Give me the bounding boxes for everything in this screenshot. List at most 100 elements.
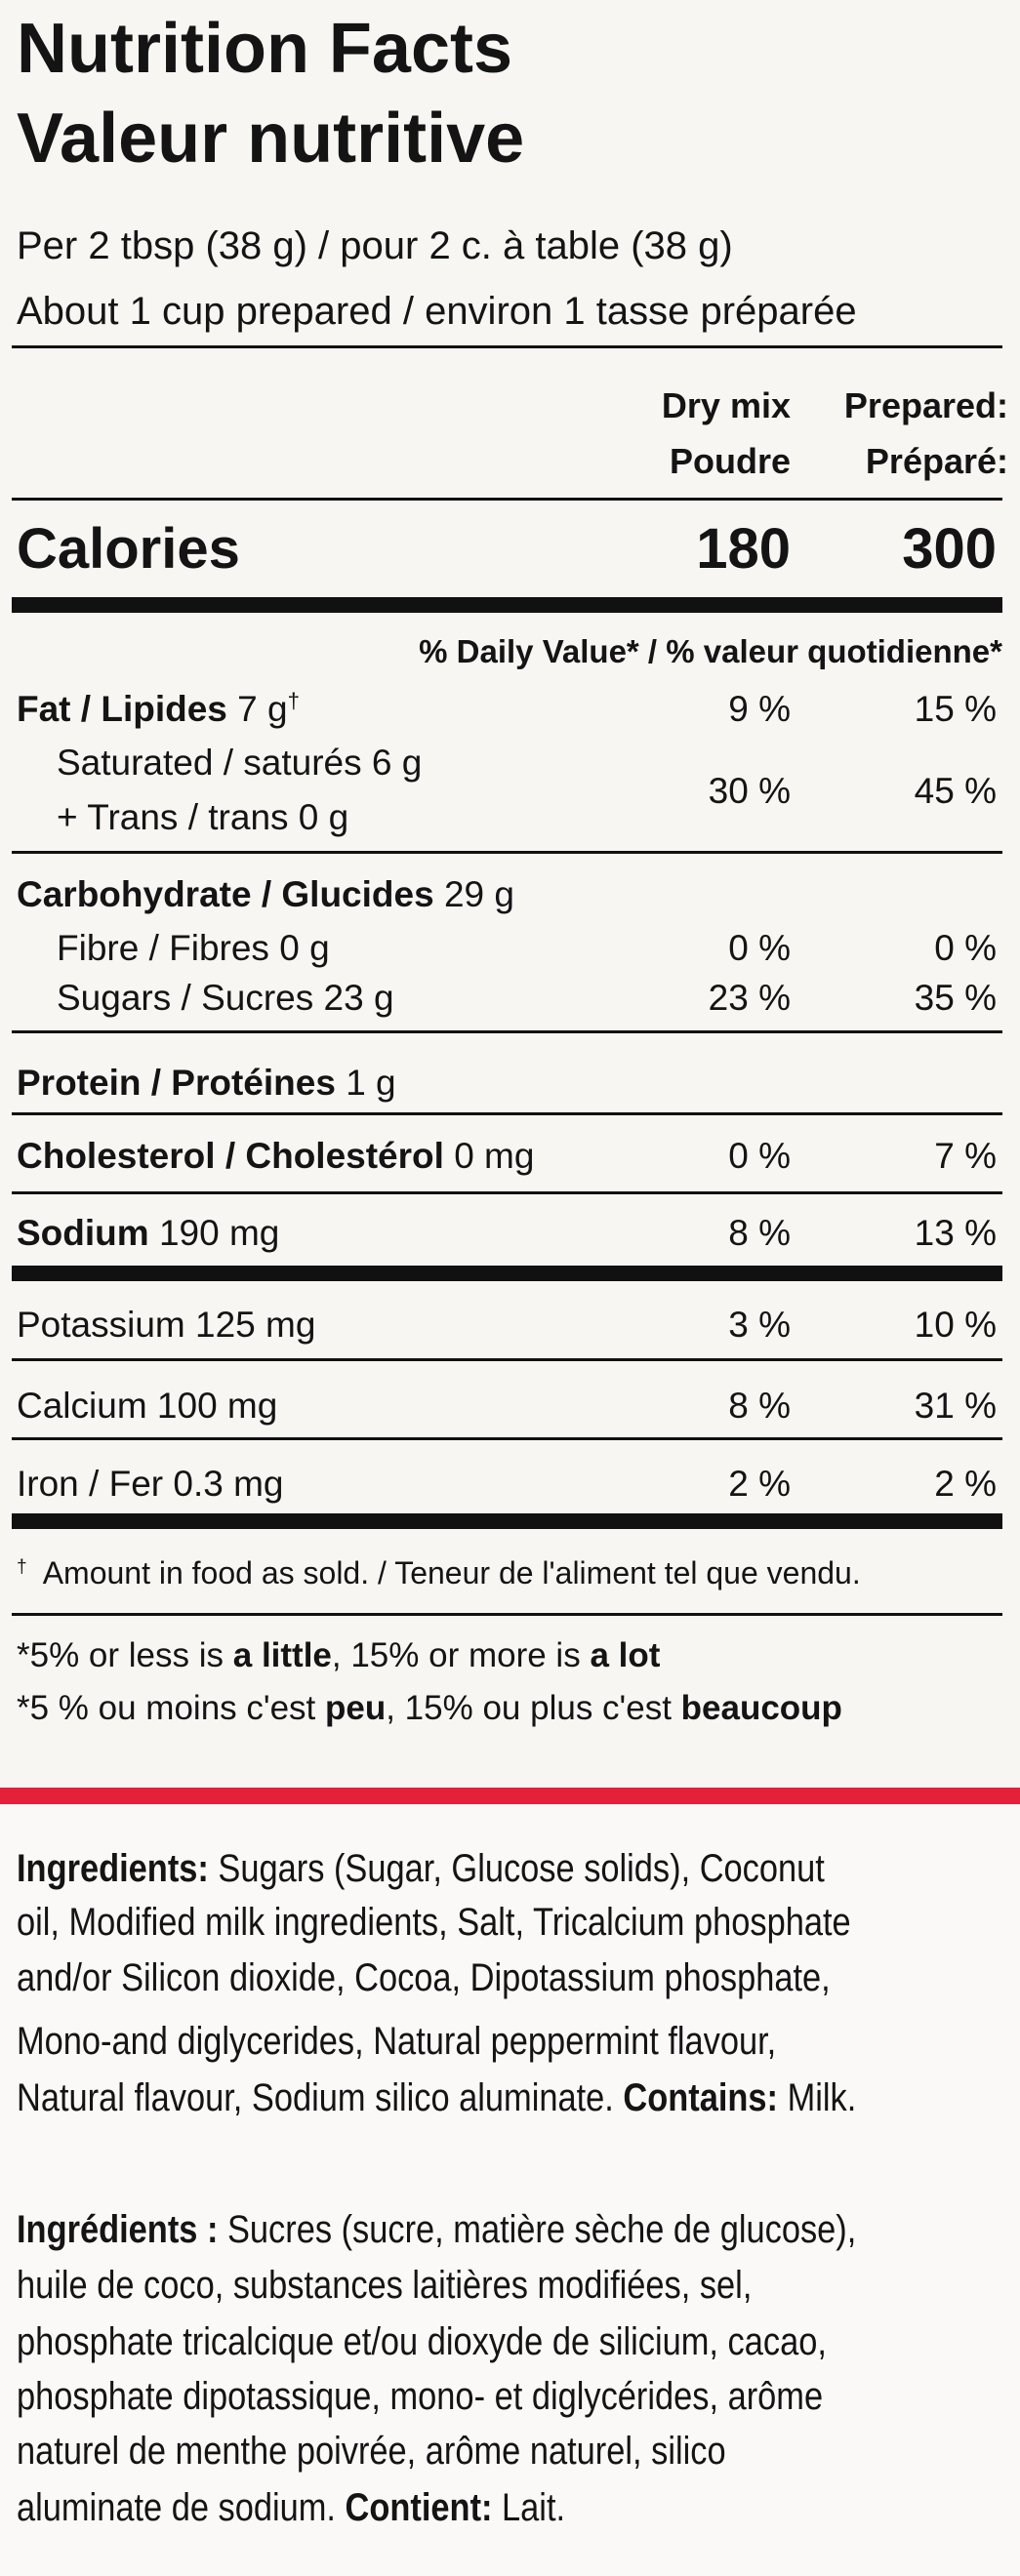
footnote-text: Amount in food as sold. / Teneur de l'al… <box>42 1555 861 1590</box>
dv-prepared: 15 % <box>914 689 997 729</box>
dv-note-part: beaucoup <box>680 1689 842 1727</box>
footnote: † Amount in food as sold. / Teneur de l'… <box>17 1557 861 1589</box>
ingredients-panel <box>0 1804 1020 2576</box>
dv-dry: 8 % <box>728 1386 791 1426</box>
nutrient-name: Sodium <box>17 1213 149 1253</box>
nutrient-name: Carbohydrate / Glucides <box>17 874 434 914</box>
dv-note-part: , 15% ou plus c'est <box>386 1689 681 1727</box>
rule <box>12 1437 1002 1440</box>
dv-prepared: 31 % <box>914 1386 997 1426</box>
column-header: Poudre <box>669 441 791 481</box>
contains-text: Milk. <box>778 2076 857 2119</box>
ingredients-text: Sucres (sucre, matière sèche de glucose)… <box>218 2208 857 2251</box>
ingredients-line: Natural flavour, Sodium silico aluminate… <box>17 2078 856 2117</box>
ingredients-text: Sugars (Sugar, Glucose solids), Coconut <box>208 1847 825 1890</box>
contains-label: Contient: <box>345 2486 493 2529</box>
rule <box>12 1613 1002 1616</box>
dv-note-part: , 15% or more is <box>331 1636 591 1674</box>
rule <box>12 1112 1002 1115</box>
dv-dry: 0 % <box>728 1136 791 1176</box>
ingredients-line: phosphate tricalcique et/ou dioxyde de s… <box>17 2320 827 2363</box>
nutrient-name: Iron / Fer 0.3 mg <box>17 1464 284 1504</box>
dv-dry: 9 % <box>728 689 791 729</box>
subtitle: Valeur nutritive <box>17 100 525 178</box>
column-header: Dry mix <box>661 385 791 425</box>
ingredients-line: Ingredients: Sugars (Sugar, Glucose soli… <box>17 1849 825 1888</box>
dv-dry: 8 % <box>728 1213 791 1253</box>
nutrient-amount: 7 g <box>226 689 288 729</box>
nutrient-name: Sugars / Sucres 23 g <box>57 978 394 1018</box>
dv-prepared: 0 % <box>934 928 997 968</box>
nutrient-row: Carbohydrate / Glucides 29 g <box>17 876 514 912</box>
daily-value-heading: % Daily Value* / % valeur quotidienne* <box>419 633 1002 669</box>
rule <box>12 1191 1002 1194</box>
dv-prepared: 45 % <box>914 771 997 811</box>
dv-prepared: 2 % <box>934 1464 997 1504</box>
nutrient-amount: 190 mg <box>148 1213 280 1253</box>
ingredients-label: Ingredients: <box>17 1847 209 1890</box>
nutrient-name: Protein / Protéines <box>17 1063 336 1103</box>
footnote-mark: † <box>287 688 300 713</box>
nutrient-name: Calcium 100 mg <box>17 1386 278 1426</box>
rule <box>12 345 1002 348</box>
footnote-mark: † <box>17 1556 27 1578</box>
contains-label: Contains: <box>623 2076 779 2119</box>
nutrient-row: Protein / Protéines 1 g <box>17 1065 396 1101</box>
ingredients-label: Ingrédients : <box>17 2208 219 2251</box>
calories-prepared: 300 <box>902 517 997 581</box>
servings: About 1 cup prepared / environ 1 tasse p… <box>17 290 857 333</box>
nutrient-name: Potassium 125 mg <box>17 1305 316 1345</box>
dv-note: *5 % ou moins c'est peu, 15% ou plus c'e… <box>17 1691 842 1725</box>
rule <box>12 1358 1002 1361</box>
rule <box>12 1030 1002 1033</box>
dv-note-part: *5% or less is <box>17 1636 233 1674</box>
nutrient-row: Fat / Lipides 7 g† <box>17 688 300 729</box>
dv-dry: 0 % <box>728 928 791 968</box>
ingredients-line: Mono-and diglycerides, Natural peppermin… <box>17 2020 777 2063</box>
rule <box>12 851 1002 854</box>
nutrient-name: Fibre / Fibres 0 g <box>57 928 330 968</box>
serving-size: Per 2 tbsp (38 g) / pour 2 c. à table (3… <box>17 224 733 267</box>
nutrient-name: Saturated / saturés 6 g <box>57 743 423 783</box>
nutrient-amount: 1 g <box>335 1063 396 1103</box>
ingredients-line: Ingrédients : Sucres (sucre, matière sèc… <box>17 2210 856 2249</box>
dv-prepared: 13 % <box>914 1213 997 1253</box>
rule <box>12 1513 1002 1529</box>
column-header: Préparé: <box>865 441 1008 481</box>
rule <box>12 498 1002 501</box>
calories-label: Calories <box>17 517 240 581</box>
ingredients-line: phosphate dipotassique, mono- et diglycé… <box>17 2375 824 2418</box>
contains-text: Lait. <box>492 2486 566 2529</box>
dv-note-part: a little <box>232 1636 332 1674</box>
dv-note: *5% or less is a little, 15% or more is … <box>17 1638 660 1672</box>
dv-note-part: a lot <box>590 1636 661 1674</box>
rule <box>12 1266 1002 1281</box>
ingredients-line: huile de coco, substances laitières modi… <box>17 2264 753 2307</box>
ingredients-line: and/or Silicon dioxide, Cocoa, Dipotassi… <box>17 1956 831 1999</box>
nutrient-amount: 0 mg <box>443 1136 535 1176</box>
nutrient-name: Fat / Lipides <box>17 689 227 729</box>
nutrient-name: + Trans / trans 0 g <box>57 797 349 837</box>
dv-dry: 23 % <box>708 978 791 1018</box>
nutrient-amount: 29 g <box>433 874 514 914</box>
dv-note-part: peu <box>325 1689 387 1727</box>
dv-dry: 2 % <box>728 1464 791 1504</box>
dv-dry: 3 % <box>728 1305 791 1345</box>
ingredients-line: aluminate de sodium. Contient: Lait. <box>17 2488 565 2527</box>
nutrient-name: Cholesterol / Cholestérol <box>17 1136 444 1176</box>
dv-prepared: 7 % <box>934 1136 997 1176</box>
title: Nutrition Facts <box>17 10 513 88</box>
red-band <box>0 1788 1020 1804</box>
ingredients-line: oil, Modified milk ingredients, Salt, Tr… <box>17 1901 851 1944</box>
ingredients-line: naturel de menthe poivrée, arôme naturel… <box>17 2430 726 2473</box>
dv-note-part: *5 % ou moins c'est <box>17 1689 325 1727</box>
dv-prepared: 10 % <box>914 1305 997 1345</box>
ingredients-text: Natural flavour, Sodium silico aluminate… <box>17 2076 624 2119</box>
calories-dry: 180 <box>696 517 791 581</box>
nutrient-row: Cholesterol / Cholestérol 0 mg <box>17 1138 534 1174</box>
column-header: Prepared: <box>843 385 1008 425</box>
ingredients-text: aluminate de sodium. <box>17 2486 346 2529</box>
dv-prepared: 35 % <box>914 978 997 1018</box>
nutrient-row: Sodium 190 mg <box>17 1215 279 1251</box>
